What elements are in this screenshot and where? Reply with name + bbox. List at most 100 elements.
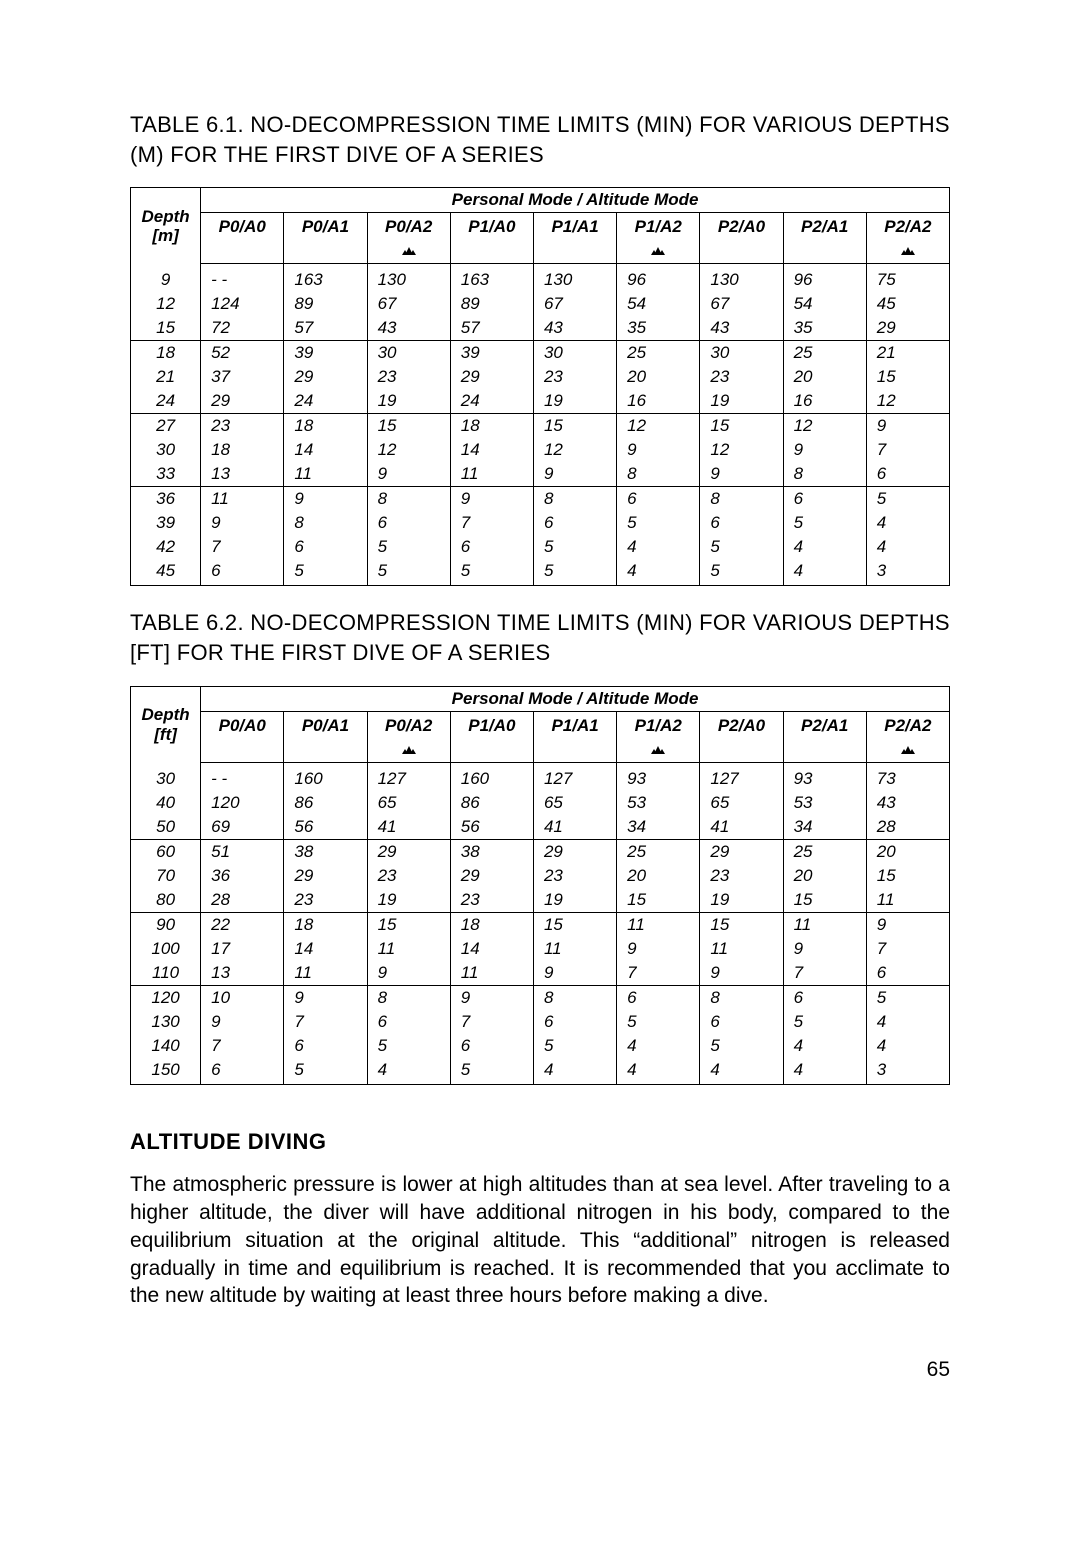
value-cell: 51 xyxy=(201,839,284,864)
value-cell: 12 xyxy=(783,414,866,439)
depth-cell: 9 xyxy=(131,264,201,293)
value-cell: 12 xyxy=(700,438,783,462)
value-cell: 6 xyxy=(617,487,700,512)
depth-cell: 36 xyxy=(131,487,201,512)
value-cell: 5 xyxy=(700,1034,783,1058)
value-cell: 4 xyxy=(617,1034,700,1058)
depth-cell: 45 xyxy=(131,559,201,586)
value-cell: 6 xyxy=(284,1034,367,1058)
value-cell: 130 xyxy=(533,264,616,293)
value-cell: 36 xyxy=(201,864,284,888)
value-cell: - - xyxy=(201,762,284,791)
value-cell: 6 xyxy=(533,511,616,535)
value-cell: 6 xyxy=(201,1058,284,1085)
value-cell: 9 xyxy=(700,462,783,487)
value-cell: 41 xyxy=(533,815,616,840)
value-cell: 96 xyxy=(617,264,700,293)
value-cell: 5 xyxy=(783,1010,866,1034)
col-header: P0/A1 xyxy=(284,711,367,738)
value-cell: 11 xyxy=(617,912,700,937)
value-cell: 5 xyxy=(783,511,866,535)
value-cell: 4 xyxy=(783,1058,866,1085)
value-cell: 29 xyxy=(284,365,367,389)
altitude-diving-paragraph: The atmospheric pressure is lower at hig… xyxy=(130,1171,950,1311)
value-cell: 9 xyxy=(533,961,616,986)
value-cell: 38 xyxy=(450,839,533,864)
value-cell: 6 xyxy=(700,511,783,535)
value-cell: 7 xyxy=(201,535,284,559)
col-header: P2/A1 xyxy=(783,711,866,738)
value-cell: 6 xyxy=(201,559,284,586)
col-header: P1/A2 xyxy=(617,711,700,738)
value-cell: 9 xyxy=(450,985,533,1010)
value-cell: 37 xyxy=(201,365,284,389)
value-cell: 5 xyxy=(617,511,700,535)
depth-cell: 80 xyxy=(131,888,201,913)
col-header: P0/A2 xyxy=(367,711,450,738)
value-cell: 5 xyxy=(617,1010,700,1034)
value-cell: 5 xyxy=(367,559,450,586)
value-cell: 35 xyxy=(617,316,700,341)
value-cell: 8 xyxy=(700,487,783,512)
col-header: P2/A0 xyxy=(700,213,783,240)
col-icon-cell xyxy=(450,738,533,763)
value-cell: 57 xyxy=(284,316,367,341)
col-icon-cell xyxy=(783,738,866,763)
value-cell: 7 xyxy=(783,961,866,986)
value-cell: 4 xyxy=(866,1034,949,1058)
col-icon-cell xyxy=(201,239,284,264)
value-cell: 53 xyxy=(783,791,866,815)
value-cell: 4 xyxy=(866,511,949,535)
value-cell: 43 xyxy=(533,316,616,341)
value-cell: 54 xyxy=(783,292,866,316)
value-cell: 23 xyxy=(533,365,616,389)
value-cell: 4 xyxy=(700,1058,783,1085)
value-cell: 18 xyxy=(450,414,533,439)
value-cell: 15 xyxy=(617,888,700,913)
value-cell: 11 xyxy=(201,487,284,512)
value-cell: 20 xyxy=(617,864,700,888)
value-cell: 7 xyxy=(450,511,533,535)
value-cell: 18 xyxy=(284,414,367,439)
value-cell: 6 xyxy=(866,462,949,487)
value-cell: 9 xyxy=(617,438,700,462)
value-cell: 9 xyxy=(866,912,949,937)
depth-cell: 90 xyxy=(131,912,201,937)
value-cell: 19 xyxy=(533,389,616,414)
page-number: 65 xyxy=(130,1358,950,1382)
value-cell: 18 xyxy=(284,912,367,937)
value-cell: 54 xyxy=(617,292,700,316)
mountain-icon xyxy=(402,244,416,256)
value-cell: 65 xyxy=(533,791,616,815)
value-cell: 7 xyxy=(866,937,949,961)
col-icon-cell xyxy=(866,239,949,264)
value-cell: 5 xyxy=(533,559,616,586)
value-cell: 15 xyxy=(533,414,616,439)
depth-cell: 50 xyxy=(131,815,201,840)
value-cell: 8 xyxy=(533,985,616,1010)
value-cell: 9 xyxy=(783,438,866,462)
value-cell: 23 xyxy=(201,414,284,439)
value-cell: 52 xyxy=(201,341,284,366)
depth-unit: [m] xyxy=(152,226,178,245)
value-cell: 4 xyxy=(866,535,949,559)
value-cell: 29 xyxy=(450,864,533,888)
value-cell: 72 xyxy=(201,316,284,341)
value-cell: 9 xyxy=(866,414,949,439)
value-cell: 160 xyxy=(284,762,367,791)
value-cell: 7 xyxy=(617,961,700,986)
value-cell: 6 xyxy=(533,1010,616,1034)
depth-cell: 110 xyxy=(131,961,201,986)
value-cell: 15 xyxy=(700,912,783,937)
value-cell: 15 xyxy=(866,365,949,389)
value-cell: 21 xyxy=(866,341,949,366)
depth-cell: 33 xyxy=(131,462,201,487)
depth-cell: 42 xyxy=(131,535,201,559)
value-cell: 8 xyxy=(700,985,783,1010)
value-cell: 25 xyxy=(617,341,700,366)
value-cell: 23 xyxy=(367,864,450,888)
value-cell: 9 xyxy=(201,1010,284,1034)
value-cell: 130 xyxy=(700,264,783,293)
value-cell: 8 xyxy=(367,985,450,1010)
depth-cell: 15 xyxy=(131,316,201,341)
